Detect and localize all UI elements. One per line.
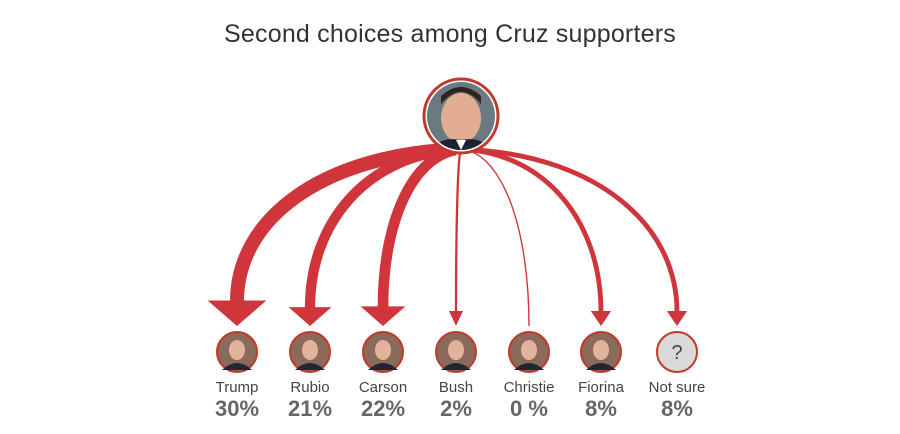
avatar-suit-christie [514, 363, 544, 370]
value-christie: 0 % [510, 396, 548, 421]
value-bush: 2% [440, 396, 472, 421]
avatar-suit-fiorina [586, 363, 616, 370]
source-portrait [427, 82, 495, 150]
label-trump: Trump [216, 379, 259, 396]
avatar-suit-trump [222, 363, 252, 370]
value-fiorina: 8% [585, 396, 617, 421]
arrow-trump [230, 143, 446, 302]
arrowhead-carson [360, 306, 406, 326]
arrow-carson [377, 144, 457, 308]
arrowhead-not-sure [666, 311, 688, 326]
value-rubio: 21% [288, 396, 332, 421]
value-carson: 22% [361, 396, 405, 421]
unknown-mark: ? [671, 342, 682, 364]
arrow-fiorina [470, 147, 604, 313]
avatar-face-rubio [302, 340, 318, 360]
value-trump: 30% [215, 396, 259, 421]
arrow-bush [454, 149, 462, 313]
avatar-face-trump [229, 340, 245, 360]
avatar-face-christie [521, 340, 537, 360]
avatar-not-sure [656, 331, 698, 373]
label-carson: Carson [359, 379, 407, 396]
avatar-face-fiorina [593, 340, 609, 360]
avatar-suit-bush [441, 363, 471, 370]
chart-title: Second choices among Cruz supporters [224, 20, 676, 48]
avatar-suit-rubio [295, 363, 325, 370]
arrowhead-bush [449, 311, 463, 326]
value-not-sure: 8% [661, 396, 693, 421]
label-bush: Bush [439, 379, 473, 396]
arrowhead-fiorina [590, 311, 612, 326]
arrow-not-sure [475, 147, 680, 313]
arrowhead-rubio [288, 307, 332, 326]
arrow-christie [465, 149, 530, 327]
flow-arrows [207, 143, 688, 327]
arrow-rubio [304, 144, 451, 309]
label-fiorina: Fiorina [578, 379, 625, 396]
arrowhead-trump [207, 300, 267, 326]
avatar-face-bush [448, 340, 464, 360]
source-node [422, 77, 500, 155]
label-rubio: Rubio [290, 379, 329, 396]
label-christie: Christie [504, 379, 555, 396]
avatar-suit-carson [368, 363, 398, 370]
avatar-face-carson [375, 340, 391, 360]
label-not-sure: Not sure [649, 379, 706, 396]
